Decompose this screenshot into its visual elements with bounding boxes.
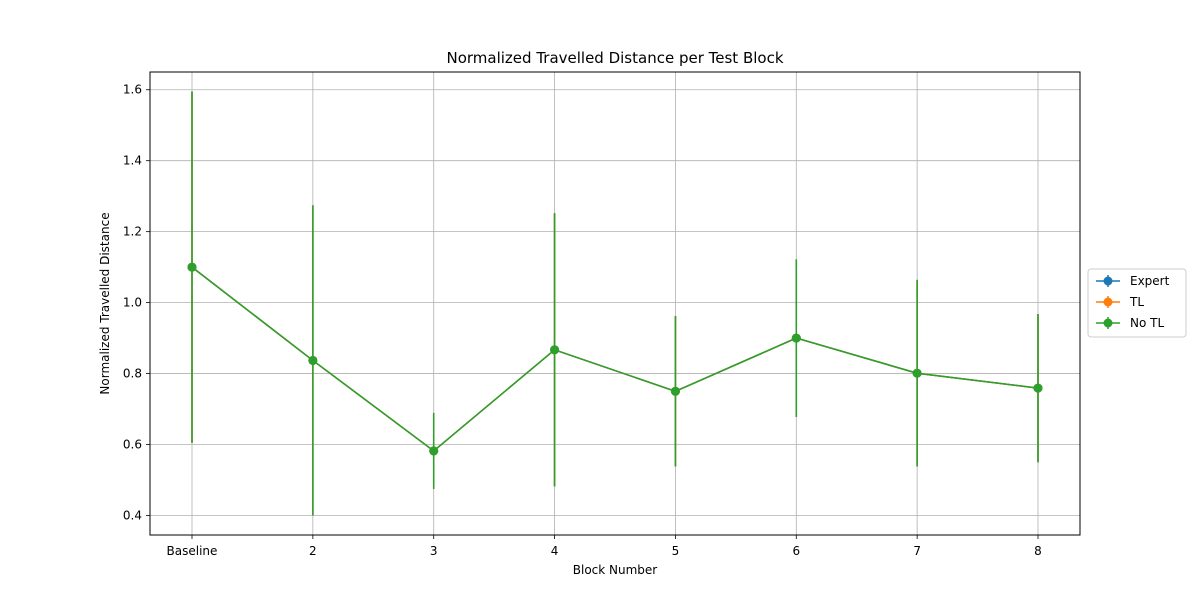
data-point (1033, 383, 1043, 393)
y-axis-label: Normalized Travelled Distance (98, 212, 112, 394)
data-point (550, 345, 560, 355)
x-tick-label: 4 (551, 544, 559, 558)
data-point (912, 368, 922, 378)
legend-label: Expert (1130, 274, 1170, 288)
data-point (308, 355, 318, 365)
y-tick-label: 1.4 (123, 154, 142, 168)
data-point (791, 333, 801, 343)
series-no-tl (187, 91, 1043, 516)
legend-marker (1103, 276, 1113, 286)
x-tick-label: 2 (309, 544, 317, 558)
data-point (670, 386, 680, 396)
legend-box (1087, 268, 1187, 338)
series-layer (187, 91, 1043, 516)
series-line (191, 266, 1039, 452)
x-tick-label: 6 (792, 544, 800, 558)
y-tick-label: 0.8 (123, 367, 142, 381)
data-point (187, 262, 197, 272)
x-tick-label: Baseline (167, 544, 218, 558)
legend-item: Expert (1096, 274, 1170, 288)
legend-item: TL (1096, 295, 1144, 309)
chart-title: Normalized Travelled Distance per Test B… (446, 49, 783, 67)
x-axis-label: Block Number (573, 563, 658, 577)
series-tl (187, 91, 1043, 516)
data-point (429, 446, 439, 456)
legend-label: TL (1129, 295, 1144, 309)
y-tick-label: 1.6 (123, 83, 142, 97)
legend-item: No TL (1096, 316, 1164, 330)
axis-ticks: Baseline 2 3 4 5 6 7 8 0.4 0.6 0.8 1.0 1.2 1.4 1.6 (123, 83, 1042, 558)
x-tick-label: 5 (672, 544, 680, 558)
y-tick-label: 0.6 (123, 438, 142, 452)
grid-lines (150, 72, 1080, 535)
legend-marker (1103, 297, 1113, 307)
plot-frame (149, 71, 1081, 536)
y-tick-label: 0.4 (123, 508, 142, 522)
series-line (191, 266, 1039, 452)
legend-marker (1103, 318, 1113, 328)
series-line (191, 266, 1039, 452)
x-tick-label: 3 (430, 544, 438, 558)
legend-label: No TL (1130, 316, 1164, 330)
series-expert (187, 91, 1043, 516)
x-tick-label: 7 (913, 544, 921, 558)
x-tick-label: 8 (1034, 544, 1042, 558)
y-tick-label: 1.2 (123, 225, 142, 239)
y-tick-label: 1.0 (123, 296, 142, 310)
legend: Expert TL No TL (1087, 268, 1187, 338)
